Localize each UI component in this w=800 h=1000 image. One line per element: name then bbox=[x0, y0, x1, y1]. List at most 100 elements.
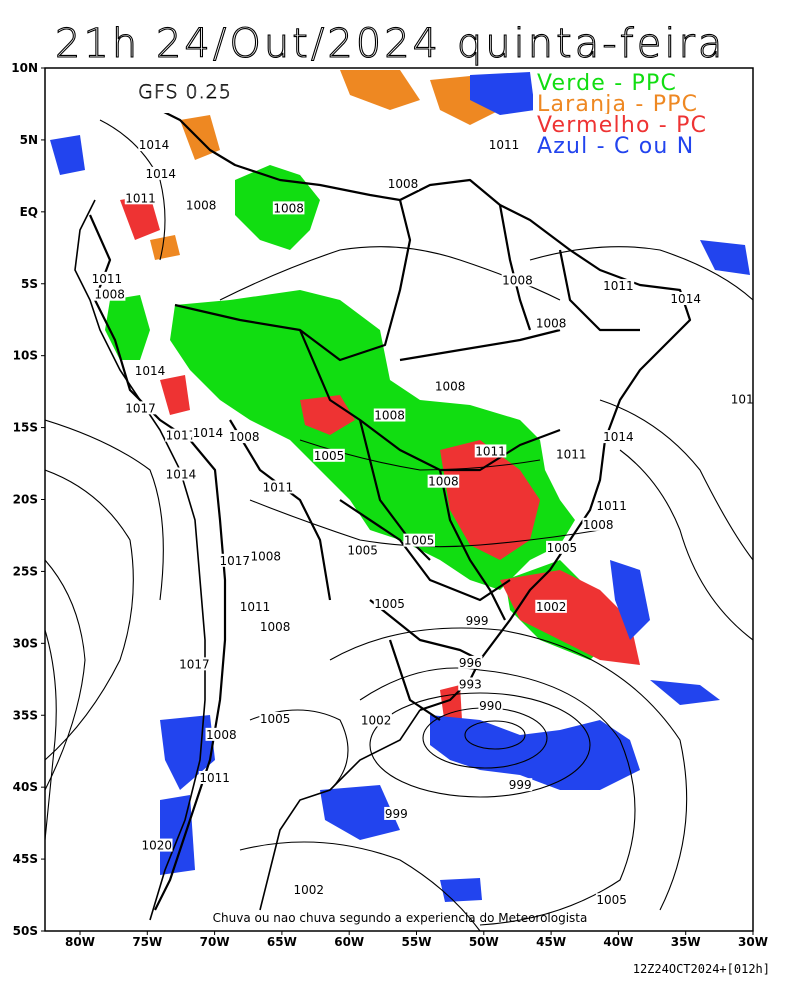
longitude-axis: 80W 75W 70W 65W 60W 55W 50W 45W 40W 35W 30W bbox=[65, 931, 768, 949]
lat-tick-label: 10S bbox=[13, 349, 38, 363]
isobar-label: 1008 bbox=[583, 518, 614, 532]
isobar-label: 1008 bbox=[273, 201, 304, 215]
isobar-label-bg bbox=[124, 191, 157, 205]
isobar-label: 101 bbox=[731, 393, 754, 407]
isobar-label: 1008 bbox=[374, 409, 405, 423]
isobar-label-bg bbox=[546, 540, 578, 554]
isobar-label: 1014 bbox=[139, 138, 170, 152]
lat-tick-label: 20S bbox=[13, 493, 38, 507]
lon-tick-label: 65W bbox=[267, 935, 297, 949]
isobar-label-bg bbox=[218, 553, 251, 567]
isobar-label: 1014 bbox=[145, 167, 176, 181]
run-timestamp: 12Z24OCT2024+[012h] bbox=[632, 962, 770, 976]
isobar-label: 1014 bbox=[135, 364, 166, 378]
isobar-label-bg bbox=[239, 599, 271, 613]
isobar-label-bg bbox=[373, 596, 406, 610]
lat-tick-label: 35S bbox=[13, 708, 38, 722]
isobar-label: 1005 bbox=[260, 712, 291, 726]
isobar-label-bg bbox=[458, 677, 483, 691]
isobar-label: 1005 bbox=[374, 597, 405, 611]
isobar-label: 993 bbox=[459, 677, 482, 691]
isobar-label: 1008 bbox=[536, 316, 567, 330]
isobar-label: 999 bbox=[509, 778, 532, 792]
isobar-label-bg bbox=[293, 883, 325, 897]
lat-tick-label: 45S bbox=[13, 852, 38, 866]
isobar-label: 1020 bbox=[141, 839, 172, 853]
isobar-label-bg bbox=[501, 273, 534, 287]
isobar-label-bg bbox=[602, 279, 635, 293]
lat-tick-label: 40S bbox=[13, 780, 38, 794]
isobar-label-bg bbox=[434, 379, 466, 393]
legend-bg bbox=[533, 114, 751, 135]
lat-tick-label: 15S bbox=[13, 421, 38, 435]
lon-tick-label: 60W bbox=[334, 935, 364, 949]
isobar-label: 1017 bbox=[179, 657, 210, 671]
isobar-label-bg bbox=[91, 271, 123, 285]
isobar-label: 1014 bbox=[603, 430, 634, 444]
isobar-label-bg bbox=[138, 138, 170, 152]
legend-entry: Azul - C ou N bbox=[537, 134, 694, 159]
isobar-label: 1011 bbox=[603, 279, 634, 293]
isobar-label: 1011 bbox=[263, 480, 294, 494]
isobar-label-bg bbox=[228, 430, 261, 444]
model-label: GFS 0.25 bbox=[46, 69, 246, 113]
legend-bg bbox=[533, 135, 751, 156]
isobar-label: 1011 bbox=[489, 138, 520, 152]
isobar-label: 1002 bbox=[536, 600, 567, 614]
isobar-label: 1005 bbox=[314, 449, 345, 463]
isobar-label-bg bbox=[555, 447, 588, 461]
isobar-label-bg bbox=[313, 448, 345, 462]
legend-bg bbox=[533, 72, 751, 93]
isobar-label-bg bbox=[262, 480, 294, 494]
lon-tick-label: 30W bbox=[738, 935, 768, 949]
isobar-label-bg bbox=[427, 474, 460, 488]
isobar-label-bg bbox=[384, 806, 409, 820]
isobar-label-bg bbox=[144, 166, 177, 180]
legend-entry: Vermelho - PC bbox=[537, 113, 707, 138]
isobar-label: 1011 bbox=[596, 499, 627, 513]
isobar-label-bg bbox=[508, 778, 533, 792]
isobar-label: 1008 bbox=[229, 430, 260, 444]
isobar-label-bg bbox=[478, 699, 503, 713]
isobar-label: 990 bbox=[479, 699, 502, 713]
isobar-label: 1008 bbox=[502, 273, 533, 287]
isobar-label-bg bbox=[474, 444, 507, 458]
isobar-label-bg bbox=[272, 201, 305, 215]
isobar-label: 1008 bbox=[260, 620, 291, 634]
isobar-label-bg bbox=[205, 727, 238, 741]
lat-tick-label: 25S bbox=[13, 564, 38, 578]
isobar-label-bg bbox=[192, 425, 224, 439]
isobar-label: 1011 bbox=[475, 444, 506, 458]
isobar-label: 1002 bbox=[294, 883, 325, 897]
isobar-label-bg bbox=[165, 467, 197, 481]
isobar-label-bg bbox=[249, 549, 282, 563]
caption: Chuva ou nao chuva segundo a experiencia… bbox=[213, 911, 588, 925]
isobar-label: 1008 bbox=[186, 199, 217, 213]
isobar-label-bg bbox=[535, 599, 567, 613]
map-content: 1014 1014 1011 1008 1008 1008 1011 1008 1011 1014… bbox=[45, 70, 754, 931]
isobar-label-bg bbox=[140, 838, 173, 852]
isobar-label: 1014 bbox=[166, 467, 197, 481]
isobar-label-bg bbox=[730, 392, 753, 406]
model-text: GFS 0.25 bbox=[138, 81, 232, 103]
legend-entry: Verde - PPC bbox=[537, 71, 677, 96]
isobar-label: 1014 bbox=[193, 426, 224, 440]
isobar-label-bg bbox=[93, 287, 126, 301]
lon-tick-label: 35W bbox=[671, 935, 701, 949]
isobar-label-bg bbox=[595, 893, 628, 907]
lon-tick-label: 75W bbox=[132, 935, 162, 949]
lon-tick-label: 40W bbox=[603, 935, 633, 949]
isobar-label: 1008 bbox=[388, 177, 419, 191]
isobar-label: 1017 bbox=[220, 554, 251, 568]
isobar-label: 1011 bbox=[199, 771, 230, 785]
isobar-label-bg bbox=[488, 138, 520, 152]
isobar-label-bg bbox=[259, 712, 291, 726]
isobar-label: 999 bbox=[385, 807, 408, 821]
isobar-label: 1005 bbox=[404, 534, 435, 548]
isobar-label-bg bbox=[464, 614, 490, 628]
isobar-label-bg bbox=[360, 713, 392, 727]
isobar-label: 1011 bbox=[556, 447, 587, 461]
isobar-label: 1008 bbox=[435, 380, 466, 394]
isobar-label-bg bbox=[582, 517, 615, 531]
isobar-label-bg bbox=[346, 543, 379, 557]
